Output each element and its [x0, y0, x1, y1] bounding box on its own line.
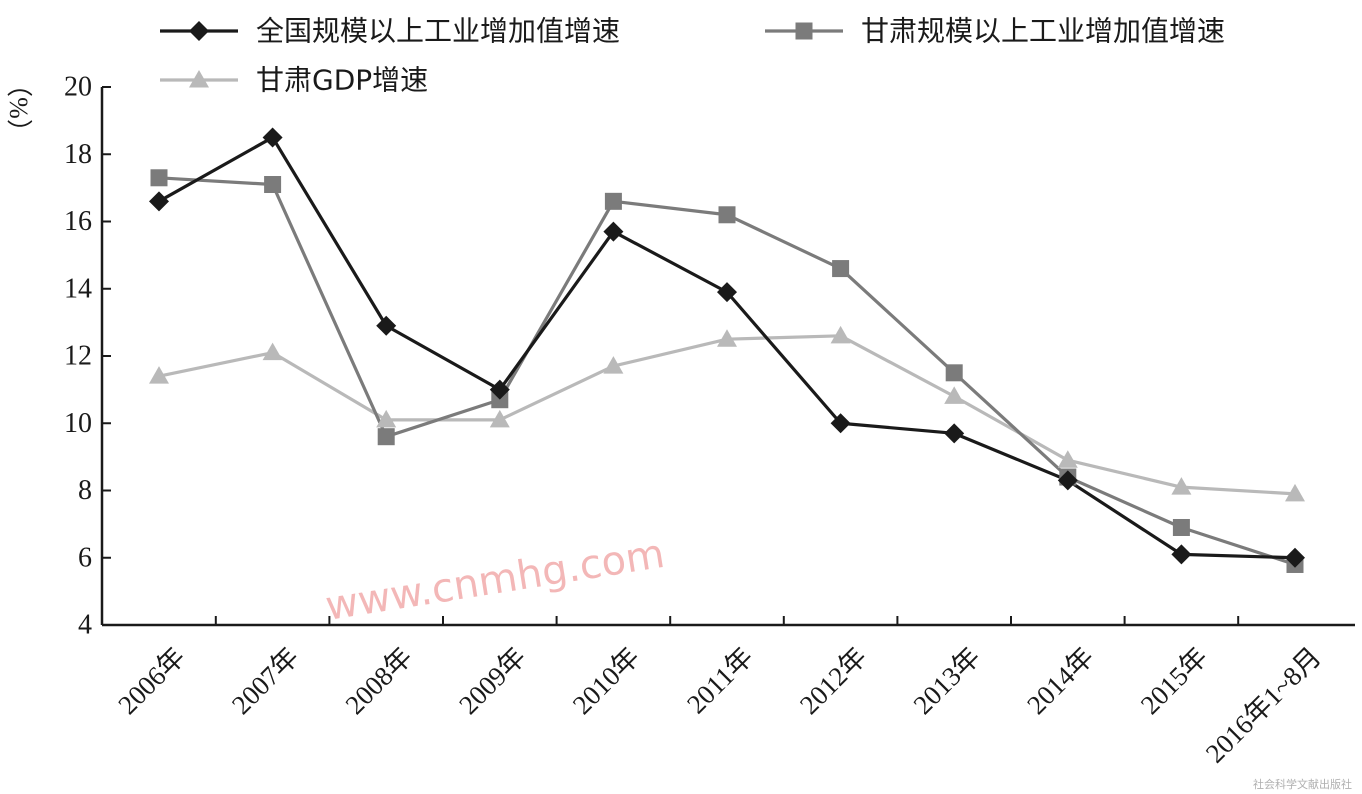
axes: 4 6 8 10 12 14 16 18 20 2006年 2007年 2008年 2009年 2010年…	[64, 72, 1355, 769]
data-point-series-1	[376, 315, 397, 336]
y-tick-label: 10	[64, 408, 92, 439]
x-tick-label: 2008年	[340, 642, 418, 720]
publisher-text: 社会科学文献出版社	[1253, 777, 1352, 791]
data-point-series-1	[830, 413, 851, 434]
y-axis-unit-label: （%）	[4, 71, 33, 145]
data-point-series-3	[830, 325, 851, 344]
data-point-series-1	[1285, 547, 1305, 568]
data-point-series-2	[945, 364, 963, 382]
x-tick-label: 2016年1~8月	[1200, 642, 1327, 769]
y-tick-label: 16	[64, 206, 92, 237]
x-tick-label: 2012年	[794, 642, 872, 720]
data-point-series-2	[377, 428, 395, 446]
x-tick-label: 2007年	[226, 642, 304, 720]
series-line-1	[158, 135, 1296, 560]
data-point-series-1	[717, 282, 737, 303]
y-tick-label: 8	[78, 475, 92, 506]
data-point-series-2	[718, 206, 736, 224]
series-markers	[149, 127, 1305, 573]
data-point-series-1	[603, 221, 624, 242]
series-line-2	[158, 176, 1296, 566]
data-point-series-3	[489, 409, 510, 428]
data-point-series-1	[1171, 544, 1192, 565]
data-point-series-1	[489, 379, 510, 400]
legend-marker-3	[189, 70, 209, 88]
y-tick-label: 4	[78, 610, 92, 641]
series-lines	[158, 135, 1296, 566]
x-tick-label: 2013年	[908, 642, 986, 720]
data-point-series-2	[832, 260, 850, 278]
data-point-series-3	[944, 386, 965, 404]
data-point-series-2	[604, 192, 622, 210]
watermark-text: www.cnmhg.com	[322, 531, 667, 630]
x-tick-label: 2011年	[681, 642, 759, 720]
data-point-series-3	[1171, 477, 1192, 495]
y-tick-label: 14	[64, 273, 92, 304]
x-tick-label: 2010年	[567, 642, 645, 720]
x-tick-label: 2014年	[1021, 642, 1099, 720]
legend-marker-1	[189, 21, 209, 41]
y-tick-label: 6	[78, 542, 92, 573]
series-line-3	[158, 334, 1296, 496]
data-point-series-3	[262, 342, 283, 361]
data-point-series-2	[264, 176, 282, 194]
data-point-series-2	[150, 169, 168, 187]
data-point-series-3	[149, 366, 169, 384]
x-tick-label: 2009年	[453, 642, 531, 720]
legend-label-1: 全国规模以上工业增加值增速	[256, 15, 620, 48]
legend-label-2: 甘肃规模以上工业增加值增速	[861, 15, 1225, 48]
x-tick-label: 2015年	[1135, 642, 1213, 720]
y-tick-label: 20	[64, 72, 92, 103]
data-point-series-1	[149, 191, 169, 212]
legend-marker-2	[795, 22, 813, 40]
data-point-series-1	[944, 423, 965, 444]
data-point-series-3	[1285, 483, 1305, 502]
data-point-series-3	[1057, 450, 1078, 468]
data-point-series-2	[1172, 518, 1190, 536]
x-tick-label: 2006年	[112, 642, 190, 720]
data-point-series-3	[717, 329, 737, 347]
data-point-series-3	[376, 409, 397, 428]
data-point-series-1	[262, 127, 283, 148]
data-point-series-3	[603, 356, 624, 374]
data-point-series-1	[1057, 470, 1078, 491]
legend-label-3: 甘肃GDP增速	[256, 64, 428, 97]
y-tick-label: 12	[64, 341, 92, 372]
data-point-series-2	[491, 391, 509, 409]
y-tick-label: 18	[64, 139, 92, 170]
